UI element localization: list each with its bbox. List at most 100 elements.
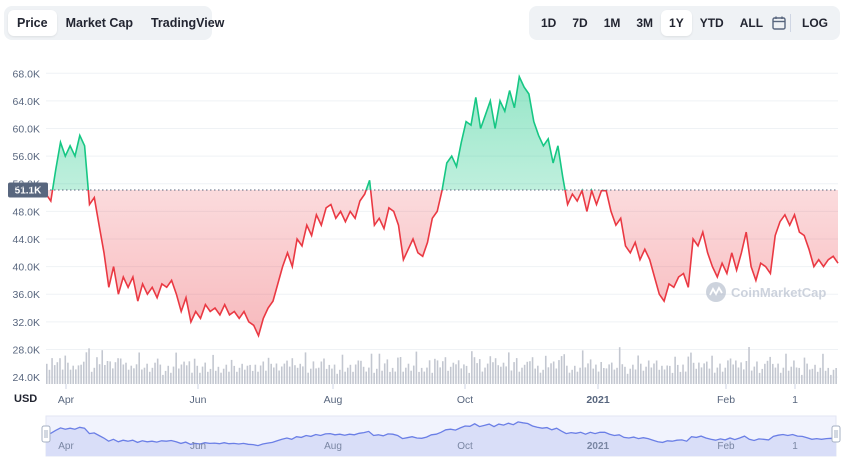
range-1d-button[interactable]: 1D	[541, 16, 557, 30]
volume-bar	[650, 367, 653, 384]
volume-bar	[257, 371, 259, 384]
volume-bar	[259, 365, 262, 384]
range-navigator[interactable]: Apr Jun Aug Oct 2021 Feb 1	[41, 415, 841, 457]
volume-bar	[214, 370, 217, 384]
y-tick-label: 56.0K	[13, 151, 40, 163]
range-1y-button[interactable]: 1Y	[661, 10, 692, 36]
volume-bar	[814, 364, 816, 384]
navigator-handle-right[interactable]	[831, 425, 841, 443]
volume-bar	[312, 361, 315, 384]
volume-bar	[478, 359, 481, 384]
volume-bar	[700, 367, 703, 384]
volume-bar	[383, 363, 386, 384]
tab-tradingview[interactable]: TradingView	[150, 16, 225, 30]
volume-bar	[568, 372, 571, 384]
volume-bar	[782, 367, 785, 384]
volume-bar	[523, 364, 526, 384]
volume-bar	[748, 347, 750, 384]
volume-bar	[381, 370, 383, 384]
volume-bar	[558, 360, 560, 384]
volume-bar	[605, 368, 608, 384]
volume-bar	[135, 364, 138, 384]
volume-bar	[442, 361, 444, 384]
volume-bar	[360, 360, 362, 384]
volume-bar	[341, 354, 344, 384]
tab-price[interactable]: Price	[8, 10, 57, 36]
volume-bar	[544, 355, 547, 384]
volume-bar	[246, 365, 249, 384]
volume-bar	[613, 369, 616, 384]
volume-bar	[769, 356, 771, 384]
volume-bar	[666, 365, 668, 384]
volume-bar	[310, 368, 312, 384]
volume-bar	[716, 367, 719, 384]
range-ytd-button[interactable]: YTD	[699, 16, 724, 30]
volume-bar	[220, 372, 222, 384]
volume-bar	[772, 363, 774, 384]
volume-bar	[703, 363, 705, 384]
range-7d-button[interactable]: 7D	[572, 16, 588, 30]
volume-bar	[46, 363, 48, 384]
volume-bar	[632, 364, 634, 384]
tab-market-cap[interactable]: Market Cap	[65, 16, 133, 30]
volume-bar	[294, 365, 296, 384]
volume-bar	[790, 366, 793, 384]
log-scale-toggle[interactable]: LOG	[802, 16, 828, 30]
volume-bar	[816, 371, 819, 384]
navigator-tick-label: Aug	[324, 441, 342, 452]
volume-bar	[455, 364, 457, 384]
volume-bar	[188, 361, 191, 384]
volume-bar	[637, 355, 639, 384]
volume-bar	[801, 374, 803, 384]
volume-bar	[600, 362, 602, 384]
volume-bar	[711, 355, 713, 384]
volume-bar	[262, 361, 265, 384]
watermark-text: CoinMarketCap	[731, 285, 826, 300]
y-tick-label: 52.0K	[13, 179, 40, 191]
volume-bar	[777, 363, 779, 384]
volume-bar	[69, 369, 72, 384]
volume-bar	[275, 363, 278, 384]
volume-bar	[170, 372, 172, 384]
volume-bar	[624, 366, 626, 384]
volume-bar	[473, 357, 476, 384]
volume-bar	[518, 371, 521, 384]
range-3m-button[interactable]: 3M	[636, 16, 654, 30]
volume-bar	[655, 360, 658, 384]
volume-bar	[576, 371, 579, 384]
calendar-icon	[772, 16, 786, 30]
range-1m-button[interactable]: 1M	[603, 16, 621, 30]
volume-bar	[228, 371, 230, 384]
volume-bar	[492, 362, 494, 384]
volume-bar	[481, 371, 484, 384]
volume-bar	[402, 371, 404, 384]
range-all-button[interactable]: ALL	[739, 16, 764, 30]
date-picker-button[interactable]	[771, 10, 787, 36]
volume-bar	[787, 370, 790, 384]
volume-bar	[679, 371, 682, 384]
volume-bar	[397, 357, 399, 384]
x-tick-label: Aug	[324, 394, 343, 406]
chart-type-tabs: Price Market Cap TradingView	[4, 6, 224, 40]
volume-bar	[663, 369, 666, 384]
volume-bar	[740, 362, 742, 384]
volume-bar	[109, 361, 111, 384]
volume-bar	[785, 353, 787, 384]
y-tick-label: 28.0K	[13, 344, 40, 356]
volume-bar	[510, 370, 513, 384]
volume-bar	[365, 371, 368, 384]
volume-bar	[436, 360, 439, 384]
volume-bar	[328, 364, 331, 384]
volume-bar	[555, 368, 558, 384]
volume-bar	[811, 368, 814, 384]
volume-bar	[127, 369, 130, 384]
time-range-selector: 1D 7D 1M 3M 1Y YTD ALL LOG	[529, 6, 840, 40]
volume-bar	[244, 369, 246, 384]
price-lines	[45, 73, 839, 339]
volume-bar	[468, 372, 470, 384]
volume-bar	[178, 368, 180, 384]
volume-bar	[325, 368, 328, 384]
navigator-handle-left[interactable]	[41, 425, 51, 443]
volume-bar	[552, 361, 555, 384]
volume-bar	[172, 366, 175, 384]
